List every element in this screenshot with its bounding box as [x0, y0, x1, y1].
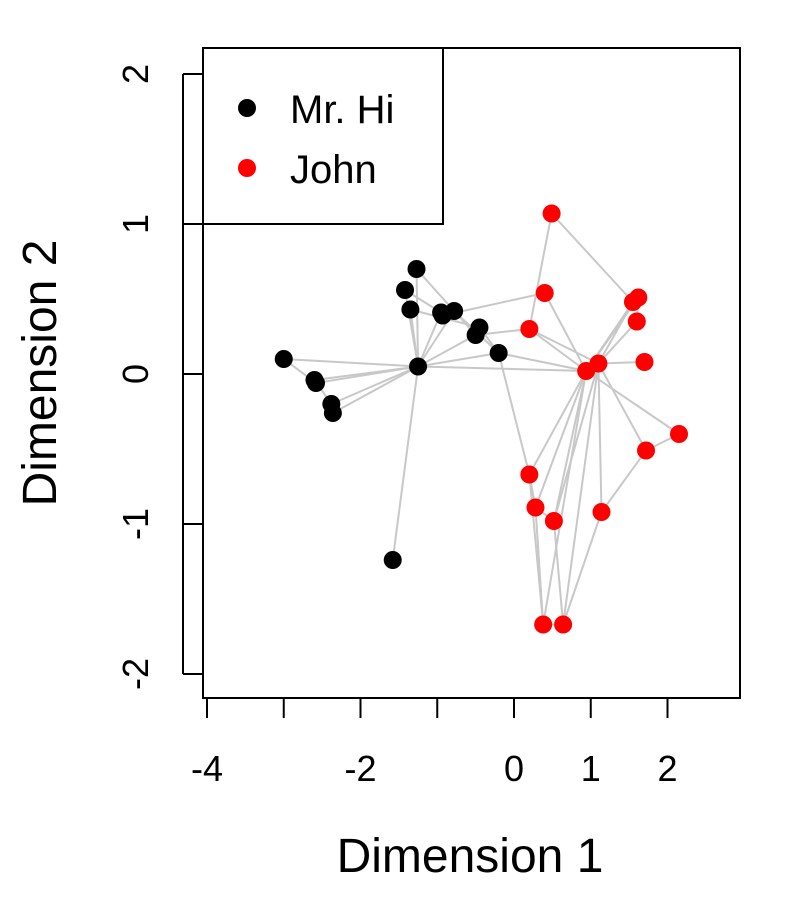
point-john: [526, 498, 545, 517]
edge-line: [332, 365, 419, 414]
edge-line: [417, 352, 499, 368]
point-john: [637, 441, 656, 460]
point-mr-hi: [323, 404, 342, 422]
edge-line: [597, 363, 647, 451]
point-mr-hi: [407, 260, 426, 278]
point-john: [542, 204, 561, 223]
x-tick-label: -4: [191, 748, 223, 789]
edge-line: [330, 365, 419, 405]
edge-line: [552, 520, 565, 625]
legend-marker-mr-hi: [238, 99, 256, 117]
edge-line: [552, 370, 588, 522]
point-john: [635, 353, 654, 371]
point-mr-hi: [445, 302, 464, 320]
legend-label-mr-hi: Mr. Hi: [290, 88, 394, 132]
point-mr-hi: [306, 374, 325, 392]
edge-line: [552, 363, 600, 522]
edge-line: [597, 301, 634, 364]
point-john: [534, 615, 553, 634]
edge-line: [597, 363, 603, 513]
y-tick-label: 0: [115, 364, 156, 384]
point-mr-hi: [401, 300, 420, 319]
edge-line: [562, 363, 600, 625]
edge-line: [391, 366, 420, 561]
edge-line: [528, 328, 587, 372]
x-axis-title: Dimension 1: [337, 830, 604, 883]
edge-line: [597, 320, 638, 365]
y-tick-label: 2: [115, 64, 156, 84]
edges-layer: [283, 212, 680, 626]
edge-line: [528, 474, 545, 625]
edge-line: [550, 212, 634, 303]
y-tick-label: -1: [115, 508, 156, 540]
x-axis: -4 -2 0 1 2: [191, 697, 678, 789]
edge-line: [534, 370, 588, 508]
edge-line: [498, 352, 587, 372]
legend-box: [202, 47, 444, 225]
edge-line: [283, 358, 419, 368]
edge-line: [528, 370, 588, 475]
point-john: [520, 465, 539, 484]
point-mr-hi: [409, 357, 428, 376]
edge-line: [417, 334, 477, 368]
point-john: [589, 354, 608, 373]
x-tick-label: 1: [581, 748, 601, 789]
legend-label-john: John: [290, 148, 377, 192]
point-john: [627, 312, 646, 331]
edge-line: [562, 511, 603, 625]
legend: Mr. Hi John: [202, 47, 444, 225]
edge-line: [600, 449, 647, 513]
x-tick-label: -2: [344, 748, 376, 789]
edge-line: [542, 370, 588, 625]
point-mr-hi: [383, 551, 402, 569]
edge-line: [543, 292, 588, 372]
point-john: [670, 425, 689, 443]
y-axis-title: Dimension 2: [14, 240, 67, 507]
x-tick-label: 2: [657, 748, 677, 789]
y-tick-label: -2: [115, 658, 156, 690]
edge-line: [415, 268, 420, 367]
point-john: [554, 615, 573, 634]
point-john: [520, 320, 539, 338]
point-mr-hi: [470, 318, 489, 337]
edge-line: [528, 328, 599, 365]
edge-line: [409, 309, 420, 367]
edge-line: [528, 213, 553, 330]
legend-marker-john: [238, 159, 256, 177]
y-tick-label: 1: [115, 214, 156, 234]
point-john: [592, 503, 611, 521]
points-layer: [274, 204, 689, 634]
x-tick-label: 0: [504, 748, 524, 789]
point-john: [629, 288, 648, 307]
y-axis: -2 -1 0 1 2: [115, 64, 203, 690]
edge-line: [315, 365, 419, 384]
edge-line: [585, 370, 680, 435]
point-mr-hi: [396, 281, 415, 299]
edge-line: [418, 365, 587, 372]
point-mr-hi: [274, 350, 293, 368]
point-john: [544, 512, 563, 530]
point-mr-hi: [489, 344, 508, 362]
edge-line: [497, 352, 531, 475]
point-john: [535, 284, 554, 302]
